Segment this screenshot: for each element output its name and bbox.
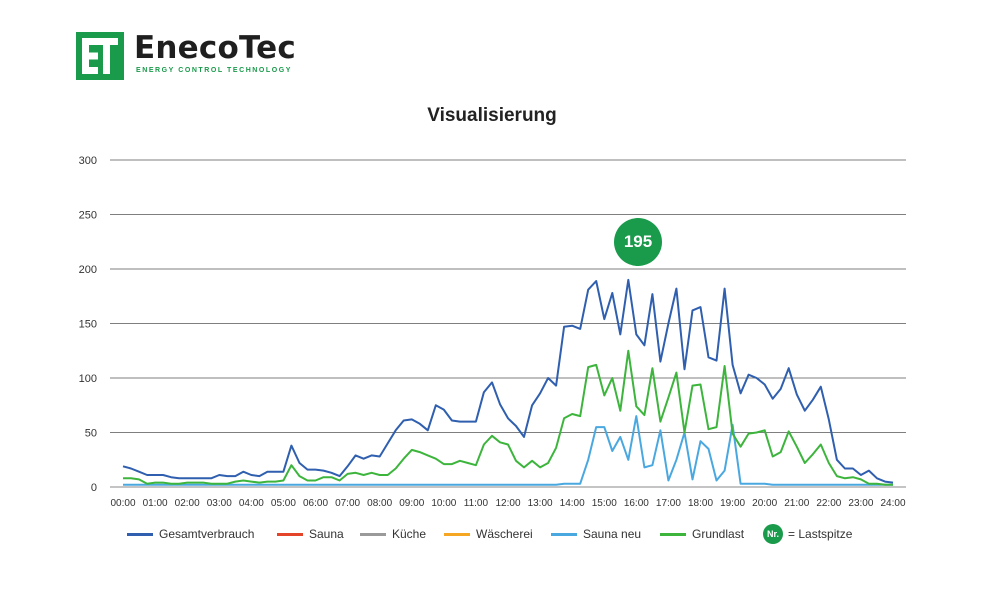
x-tick-label: 11:00 <box>464 498 489 509</box>
x-tick-label: 04:00 <box>239 498 264 509</box>
x-tick-label: 12:00 <box>495 498 520 509</box>
legend-swatch <box>277 532 303 536</box>
x-tick-label: 16:00 <box>624 498 649 509</box>
legend-swatch <box>660 532 686 536</box>
legend-label: = Lastspitze <box>788 527 853 541</box>
brand-tagline: ENERGY CONTROL TECHNOLOGY <box>136 67 292 74</box>
x-tick-label: 10:00 <box>431 498 456 509</box>
legend-swatch <box>551 532 577 536</box>
series-line-grundlast <box>123 349 893 486</box>
x-tick-label: 02:00 <box>175 498 200 509</box>
x-tick-label: 06:00 <box>303 498 328 509</box>
x-tick-label: 13:00 <box>528 498 553 509</box>
legend-item-waescherei[interactable]: Wäscherei <box>444 524 533 544</box>
legend-label: Sauna neu <box>583 527 642 541</box>
y-tick-label: 200 <box>79 264 97 276</box>
legend-item-gesamtverbrauch[interactable]: Gesamtverbrauch <box>127 524 254 544</box>
x-tick-label: 03:00 <box>207 498 232 509</box>
y-tick-label: 300 <box>79 155 97 167</box>
x-tick-label: 07:00 <box>335 498 360 509</box>
legend-label: Wäscherei <box>476 527 533 541</box>
x-tick-label: 01:00 <box>143 498 168 509</box>
y-tick-label: 0 <box>91 482 97 494</box>
legend-item-sauna-neu[interactable]: Sauna neu <box>551 524 641 544</box>
x-tick-label: 23:00 <box>848 498 873 509</box>
legend-label: Grundlast <box>692 527 745 541</box>
line-chart: 0 50 100 150 200 250 300 00:00 01:00 02:00 03:00 04… <box>79 155 906 509</box>
x-tick-label: 15:00 <box>592 498 617 509</box>
y-tick-label: 250 <box>79 210 97 222</box>
legend-item-sauna[interactable]: Sauna <box>277 524 344 544</box>
legend-item-kueche[interactable]: Küche <box>360 524 426 544</box>
legend-badge-icon: Nr. <box>763 524 783 544</box>
logo-mark-icon <box>76 32 124 80</box>
y-tick-label: 150 <box>79 319 97 331</box>
x-tick-label: 20:00 <box>752 498 777 509</box>
x-tick-label: 24:00 <box>880 498 905 509</box>
peak-badge: 195 <box>614 218 662 266</box>
brand-name: EnecoTec <box>134 30 296 66</box>
legend-swatch <box>444 532 470 536</box>
x-tick-label: 17:00 <box>656 498 681 509</box>
brand-logo: EnecoTec ENERGY CONTROL TECHNOLOGY <box>76 30 296 82</box>
chart-legend: Gesamtverbrauch Sauna Küche Wäscherei Sa… <box>0 524 984 544</box>
x-tick-label: 14:00 <box>560 498 585 509</box>
x-tick-label: 18:00 <box>688 498 713 509</box>
legend-item-grundlast[interactable]: Grundlast <box>660 524 744 544</box>
chart-title: Visualisierung <box>427 105 557 126</box>
legend-swatch <box>360 532 386 536</box>
y-tick-label: 50 <box>85 428 97 440</box>
x-tick-label: 21:00 <box>784 498 809 509</box>
x-tick-label: 09:00 <box>399 498 424 509</box>
y-tick-label: 100 <box>79 373 97 385</box>
x-tick-label: 22:00 <box>816 498 841 509</box>
peak-value: 195 <box>623 232 653 251</box>
legend-swatch <box>127 532 153 536</box>
x-tick-label: 08:00 <box>367 498 392 509</box>
x-tick-label: 05:00 <box>271 498 296 509</box>
legend-label: Sauna <box>309 527 344 541</box>
series-line-gesamtverbrauch <box>122 278 894 484</box>
legend-label: Küche <box>392 527 427 541</box>
x-tick-label: 00:00 <box>110 498 135 509</box>
x-tick-label: 19:00 <box>720 498 745 509</box>
legend-item-lastspitze: Nr. = Lastspitze <box>763 524 852 544</box>
legend-label: Gesamtverbrauch <box>159 527 255 541</box>
series-line-sauna-neu <box>123 415 893 486</box>
